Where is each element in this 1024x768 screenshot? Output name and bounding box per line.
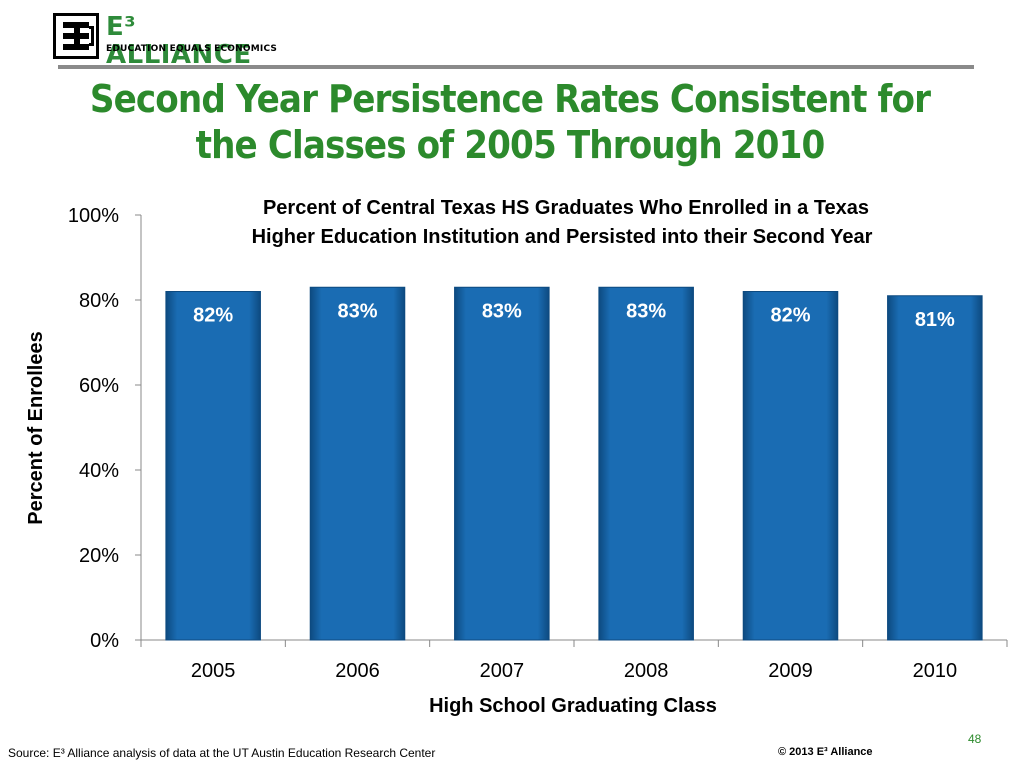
header-divider (58, 65, 974, 69)
bar-value-label: 83% (626, 300, 666, 322)
bar-value-label: 81% (915, 309, 955, 331)
bar (454, 286, 550, 641)
y-tick-label: 80% (79, 290, 119, 312)
copyright: © 2013 E³ Alliance (778, 746, 873, 758)
y-tick-label: 60% (79, 375, 119, 397)
bar (742, 291, 839, 641)
y-tick-label: 40% (79, 460, 119, 482)
slide-title: Second Year Persistence Rates Consistent… (89, 77, 931, 167)
x-tick-label: 2006 (335, 660, 380, 682)
bar-value-label: 83% (337, 300, 377, 322)
x-tick-label: 2009 (768, 660, 813, 682)
logo-name: E³ ALLIANCE (106, 12, 252, 70)
y-tick-label: 0% (90, 630, 119, 652)
x-tick-label: 2008 (624, 660, 669, 682)
bar (309, 286, 406, 641)
plot-area: 0% 20% 40% 60% 80% 100% 82% 2005 83% 2006 83% 2007 8… (68, 205, 1008, 682)
bar-value-label: 83% (482, 300, 522, 322)
source-note: Source: E³ Alliance analysis of data at … (8, 746, 436, 760)
y-tick-label: 20% (79, 545, 119, 567)
bar (887, 295, 983, 641)
x-axis-title: High School Graduating Class (429, 695, 717, 717)
y-axis-title: Percent of Enrollees (25, 331, 47, 524)
bar (165, 291, 261, 641)
e3-alliance-logo: E³ ALLIANCE EDUCATION EQUALS ECONOMICS (53, 13, 277, 69)
logo-tagline: EDUCATION EQUALS ECONOMICS (106, 44, 278, 54)
x-tick-label: 2010 (913, 660, 958, 682)
e3-logo-icon (53, 13, 99, 59)
bar (598, 286, 694, 641)
chart-title-line-1: Percent of Central Texas HS Graduates Wh… (263, 197, 869, 219)
bar-value-label: 82% (770, 305, 810, 327)
y-tick-label: 100% (68, 205, 119, 227)
chart-title-line-2: Higher Education Institution and Persist… (252, 226, 873, 248)
x-tick-label: 2007 (480, 660, 525, 682)
x-tick-label: 2005 (191, 660, 236, 682)
bar-value-label: 82% (193, 305, 233, 327)
page-number: 48 (968, 732, 982, 746)
